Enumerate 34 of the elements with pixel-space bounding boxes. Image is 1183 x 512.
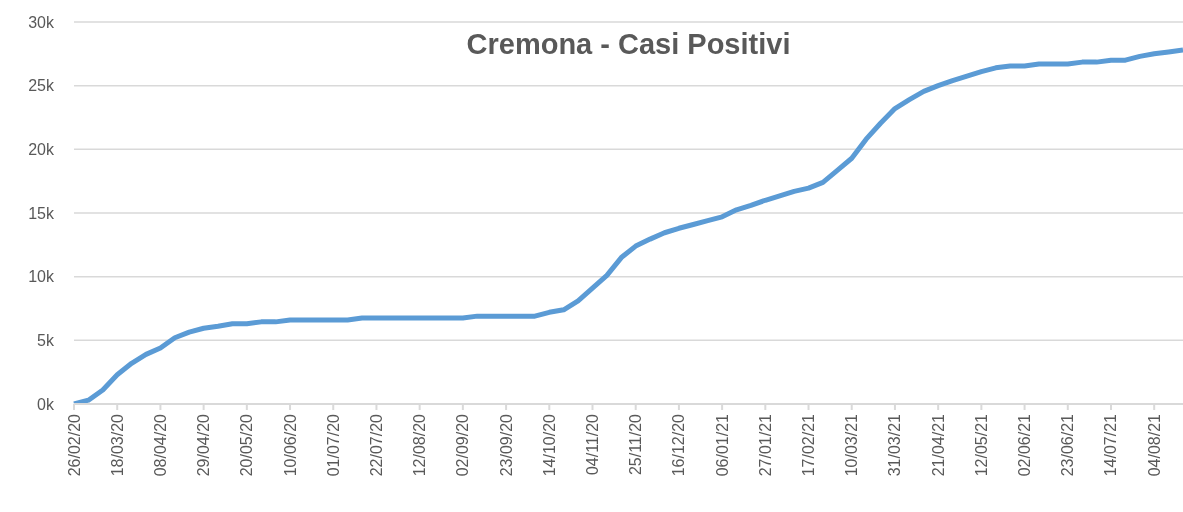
x-tick-label: 10/06/20 <box>281 413 299 477</box>
y-tick-label: 5k <box>37 332 55 350</box>
x-tick-label: 23/06/21 <box>1059 413 1077 477</box>
y-tick-label: 15k <box>28 204 55 222</box>
x-tick-label: 12/08/20 <box>411 413 429 477</box>
x-tick-label: 08/04/20 <box>151 413 169 477</box>
x-tick-label: 22/07/20 <box>367 413 385 477</box>
chart-title: Cremona - Casi Positivi <box>465 28 792 61</box>
x-tick-label: 21/04/21 <box>929 413 947 477</box>
x-tick-label: 06/01/21 <box>713 413 731 477</box>
x-tick-label: 12/05/21 <box>972 413 990 477</box>
x-tick-label: 31/03/21 <box>886 413 904 477</box>
x-tick-label: 27/01/21 <box>756 413 774 477</box>
x-tick-label: 20/05/20 <box>238 413 256 477</box>
x-tick-label: 10/03/21 <box>843 413 861 477</box>
x-tick-label: 17/02/21 <box>800 413 818 477</box>
x-tick-label: 16/12/20 <box>670 413 688 477</box>
y-tick-label: 10k <box>28 268 55 286</box>
x-tick-label: 26/02/20 <box>65 413 83 477</box>
x-tick-label: 29/04/20 <box>195 413 213 477</box>
y-tick-label: 20k <box>28 141 55 159</box>
y-tick-label: 30k <box>28 13 55 31</box>
x-tick-label: 02/06/21 <box>1016 413 1034 477</box>
x-tick-label: 14/07/21 <box>1102 413 1120 477</box>
x-tick-label: 04/11/20 <box>583 413 601 476</box>
y-tick-label: 0k <box>37 395 55 413</box>
x-tick-label: 23/09/20 <box>497 413 515 477</box>
x-tick-label: 25/11/20 <box>627 413 645 476</box>
x-tick-label: 14/10/20 <box>540 413 558 477</box>
y-tick-label: 25k <box>28 77 55 95</box>
x-tick-label: 02/09/20 <box>454 413 472 477</box>
x-tick-label: 18/03/20 <box>108 413 126 477</box>
x-tick-label: 04/08/21 <box>1145 413 1163 477</box>
x-tick-label: 01/07/20 <box>324 413 342 477</box>
